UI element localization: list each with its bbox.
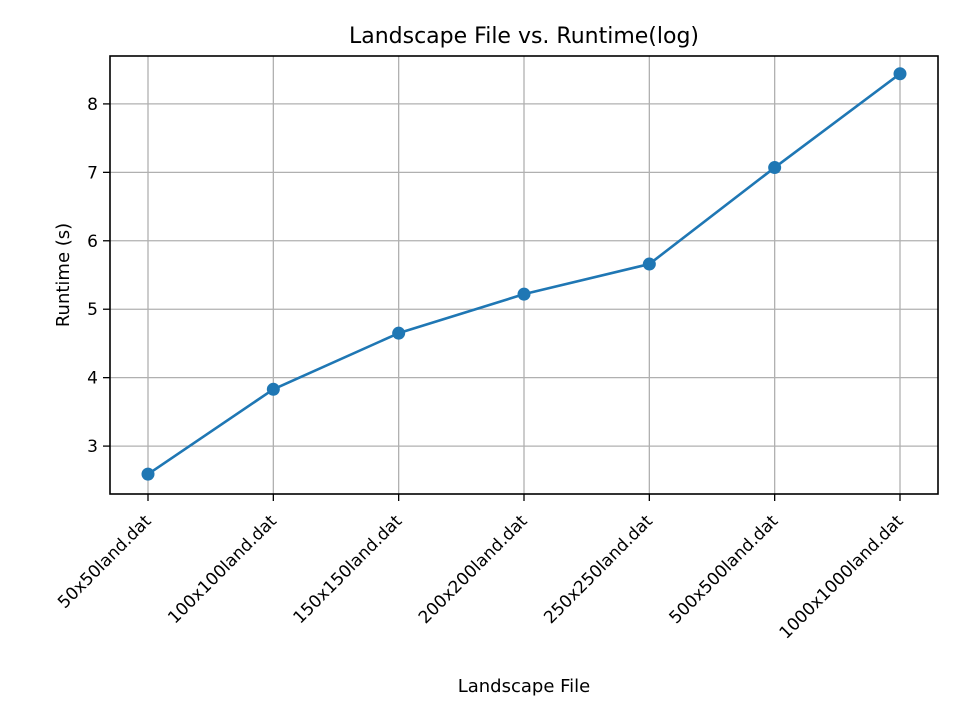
data-point <box>768 161 782 175</box>
y-tick-label: 8 <box>87 95 98 115</box>
data-point <box>266 382 280 396</box>
y-axis-label: Runtime (s) <box>53 223 74 327</box>
y-tick-label: 5 <box>87 300 98 320</box>
x-tick-label: 50x50land.dat <box>54 511 156 613</box>
data-point <box>893 67 907 81</box>
y-tick-label: 7 <box>87 163 98 183</box>
data-point <box>392 326 406 340</box>
data-point <box>141 467 155 481</box>
x-axis-ticks: 50x50land.dat 100x100land.dat 150x150land.… <box>54 494 908 643</box>
data-point <box>642 257 656 271</box>
grid-lines <box>110 56 938 494</box>
y-axis-ticks: 3 4 5 6 7 8 <box>87 95 110 457</box>
x-tick-label: 150x150land.dat <box>290 511 407 628</box>
y-tick-label: 4 <box>87 369 98 389</box>
data-point <box>517 287 531 301</box>
x-axis-label: Landscape File <box>458 676 591 697</box>
x-tick-label: 500x500land.dat <box>666 511 783 628</box>
y-tick-label: 6 <box>87 232 98 252</box>
y-tick-label: 3 <box>87 437 98 457</box>
chart-title: Landscape File vs. Runtime(log) <box>349 24 699 49</box>
x-tick-label: 100x100land.dat <box>164 511 281 628</box>
data-markers <box>141 67 907 481</box>
x-tick-label: 250x250land.dat <box>540 511 657 628</box>
x-tick-label: 1000x1000land.dat <box>776 511 908 643</box>
x-tick-label: 200x200land.dat <box>415 511 532 628</box>
